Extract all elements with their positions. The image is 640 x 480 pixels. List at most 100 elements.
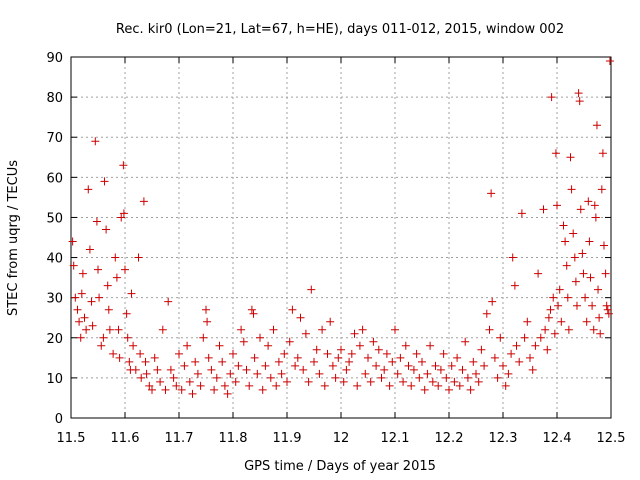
data-point bbox=[382, 349, 391, 358]
data-point bbox=[550, 329, 559, 338]
data-point bbox=[544, 313, 553, 322]
data-point bbox=[245, 381, 254, 390]
data-point bbox=[212, 373, 221, 382]
data-point bbox=[571, 277, 580, 286]
data-point bbox=[312, 345, 321, 354]
data-point bbox=[599, 241, 608, 250]
data-point bbox=[482, 309, 491, 318]
data-point bbox=[604, 309, 613, 318]
data-point bbox=[589, 325, 598, 334]
data-point bbox=[310, 357, 318, 366]
data-point bbox=[450, 377, 459, 386]
data-point bbox=[331, 373, 340, 382]
data-point bbox=[114, 325, 123, 334]
data-point bbox=[385, 381, 394, 390]
data-point bbox=[372, 361, 381, 370]
data-point bbox=[453, 353, 462, 362]
x-axis-label: GPS time / Days of year 2015 bbox=[244, 459, 436, 474]
data-point bbox=[326, 317, 335, 326]
data-point bbox=[137, 373, 146, 382]
data-point bbox=[193, 369, 202, 378]
y-tick-label: 10 bbox=[46, 372, 63, 387]
data-point bbox=[323, 349, 332, 358]
data-point bbox=[564, 325, 573, 334]
data-point bbox=[576, 205, 585, 214]
data-point bbox=[396, 353, 405, 362]
data-point bbox=[559, 221, 568, 230]
data-point bbox=[150, 353, 159, 362]
data-point bbox=[237, 325, 246, 334]
data-point bbox=[288, 305, 297, 314]
data-point bbox=[563, 293, 572, 302]
data-point bbox=[185, 377, 194, 386]
data-point bbox=[293, 353, 302, 362]
data-point bbox=[156, 377, 165, 386]
data-point bbox=[426, 341, 435, 350]
data-point bbox=[590, 201, 599, 210]
data-point bbox=[423, 369, 432, 378]
data-point bbox=[510, 281, 519, 290]
data-point bbox=[555, 285, 564, 294]
data-point bbox=[104, 305, 113, 314]
data-point bbox=[320, 381, 329, 390]
data-point bbox=[253, 369, 262, 378]
data-point bbox=[520, 333, 529, 342]
data-point bbox=[592, 121, 601, 130]
data-point bbox=[92, 217, 101, 226]
data-point bbox=[223, 389, 232, 398]
x-tick-label: 12.4 bbox=[543, 431, 572, 446]
data-point bbox=[578, 249, 587, 258]
data-point bbox=[407, 381, 416, 390]
data-point bbox=[87, 297, 96, 306]
data-point bbox=[523, 317, 532, 326]
data-point bbox=[158, 325, 167, 334]
data-point bbox=[94, 265, 102, 274]
data-point bbox=[420, 385, 429, 394]
data-point bbox=[603, 305, 612, 314]
data-point bbox=[534, 269, 543, 278]
data-point bbox=[97, 341, 106, 350]
data-point bbox=[125, 357, 134, 366]
data-point bbox=[353, 381, 362, 390]
data-point bbox=[105, 325, 114, 334]
data-point bbox=[504, 369, 513, 378]
data-point bbox=[539, 205, 548, 214]
data-point bbox=[541, 325, 550, 334]
data-point bbox=[203, 317, 212, 326]
data-point bbox=[239, 337, 248, 346]
data-point bbox=[202, 305, 210, 314]
data-point bbox=[466, 385, 475, 394]
data-point bbox=[274, 357, 283, 366]
data-point bbox=[111, 253, 120, 262]
data-point bbox=[366, 377, 375, 386]
data-point bbox=[601, 269, 610, 278]
x-tick-label: 12.5 bbox=[597, 431, 626, 446]
data-point bbox=[584, 197, 593, 206]
data-point bbox=[358, 325, 367, 334]
data-point bbox=[188, 389, 197, 398]
data-point bbox=[447, 361, 456, 370]
data-point bbox=[139, 197, 148, 206]
data-point bbox=[117, 213, 126, 222]
data-point bbox=[339, 377, 348, 386]
data-point bbox=[315, 369, 324, 378]
plot-frame bbox=[70, 56, 612, 419]
data-point bbox=[543, 345, 552, 354]
data-point bbox=[561, 237, 570, 246]
y-tick-label: 60 bbox=[46, 171, 63, 186]
data-point bbox=[526, 353, 534, 362]
x-tick-label: 12.1 bbox=[381, 431, 410, 446]
x-tick-label: 11.7 bbox=[165, 431, 194, 446]
data-point bbox=[579, 269, 588, 278]
data-point bbox=[218, 357, 227, 366]
data-point bbox=[418, 357, 426, 366]
data-point bbox=[80, 313, 89, 322]
data-point bbox=[307, 285, 316, 294]
data-point bbox=[102, 225, 111, 234]
data-point bbox=[75, 317, 84, 326]
data-point bbox=[496, 333, 505, 342]
data-point bbox=[249, 309, 258, 318]
data-point bbox=[169, 373, 178, 382]
data-point bbox=[164, 297, 173, 306]
